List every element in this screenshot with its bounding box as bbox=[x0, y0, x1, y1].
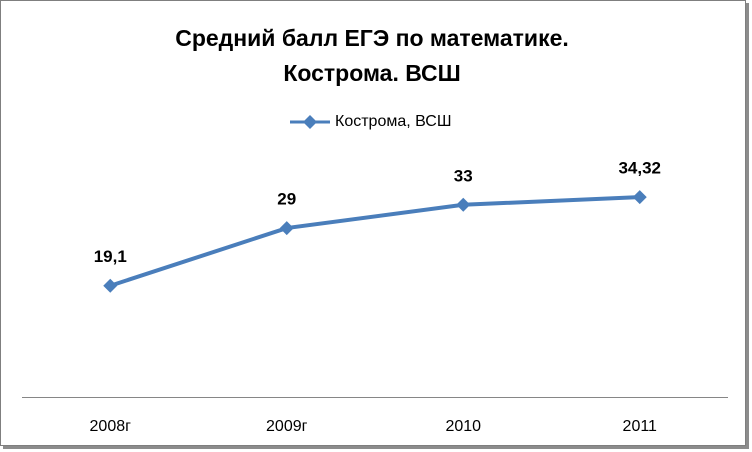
data-label: 34,32 bbox=[618, 159, 661, 178]
x-tick-label: 2010 bbox=[445, 418, 481, 435]
chart-title: Средний балл ЕГЭ по математике. bbox=[175, 25, 569, 51]
x-tick-label: 2011 bbox=[623, 418, 658, 435]
x-tick-label: 2009г bbox=[266, 418, 308, 435]
point-marker bbox=[456, 197, 471, 212]
point-marker bbox=[103, 278, 118, 293]
legend-label: Кострома, ВСШ bbox=[335, 113, 452, 130]
point-marker bbox=[632, 190, 647, 205]
data-label: 19,1 bbox=[94, 247, 127, 266]
series-line bbox=[109, 195, 640, 288]
chart-frame bbox=[0, 0, 746, 446]
x-tick-label: 2008г bbox=[90, 418, 132, 435]
point-marker bbox=[279, 221, 294, 236]
chart-title: Кострома. ВСШ bbox=[283, 60, 460, 86]
data-label: 29 bbox=[277, 190, 296, 209]
data-label: 33 bbox=[454, 166, 473, 185]
legend-marker bbox=[303, 115, 317, 129]
